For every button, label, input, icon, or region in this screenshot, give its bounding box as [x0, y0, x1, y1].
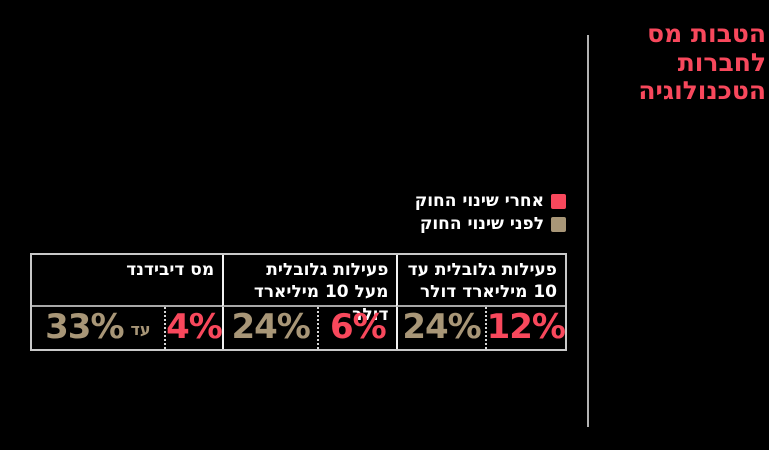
value-under-10b-before-number: 24% [402, 306, 481, 347]
tax-rates-table: מס דיבידנד פעילות גלובלית מעל 10 מיליארד… [30, 253, 567, 351]
value-over-10b-after-number: 6% [329, 306, 387, 347]
value-over-10b-before-number: 24% [231, 306, 310, 347]
chart-title-line-2: לחברות [677, 47, 766, 77]
header-dividend-tax: מס דיבידנד [32, 255, 223, 307]
legend-item-before-law: לפני שינוי החוק [420, 215, 566, 233]
legend-swatch-before-law-icon [551, 216, 566, 232]
value-over-10b-before: 24% [222, 307, 317, 349]
chart-title: הטבות מס לחברות הטכנולוגיה [581, 19, 766, 106]
header-global-under-10b: פעילות גלובלית עד 10 מיליארד דולר [396, 255, 565, 307]
value-dividend-before-prefix: עד [130, 320, 151, 339]
legend: אחרי שינוי החוק לפני שינוי החוק [415, 192, 566, 233]
header-global-over-10b: פעילות גלובלית מעל 10 מיליארד דולר [222, 255, 397, 325]
value-dividend-before-number: 33% [45, 306, 124, 347]
legend-label-before-law: לפני שינוי החוק [419, 214, 544, 234]
title-divider-line [587, 35, 589, 427]
legend-label-after-law: אחרי שינוי החוק [414, 191, 544, 211]
value-under-10b-before: 24% [396, 307, 484, 349]
value-dividend-before: 33% עד [32, 307, 164, 349]
value-dividend-after-number: 4% [166, 306, 223, 347]
legend-swatch-after-law-icon [551, 193, 566, 209]
legend-item-after-law: אחרי שינוי החוק [415, 192, 566, 210]
value-dividend-after: 4% [163, 306, 223, 349]
chart-title-line-1: הטבות מס [647, 19, 766, 48]
value-under-10b-after: 12% [484, 306, 566, 349]
value-under-10b-after-number: 12% [486, 306, 566, 347]
value-over-10b-after: 6% [317, 307, 396, 349]
chart-title-line-3: הטכנולוגיה [638, 76, 766, 105]
